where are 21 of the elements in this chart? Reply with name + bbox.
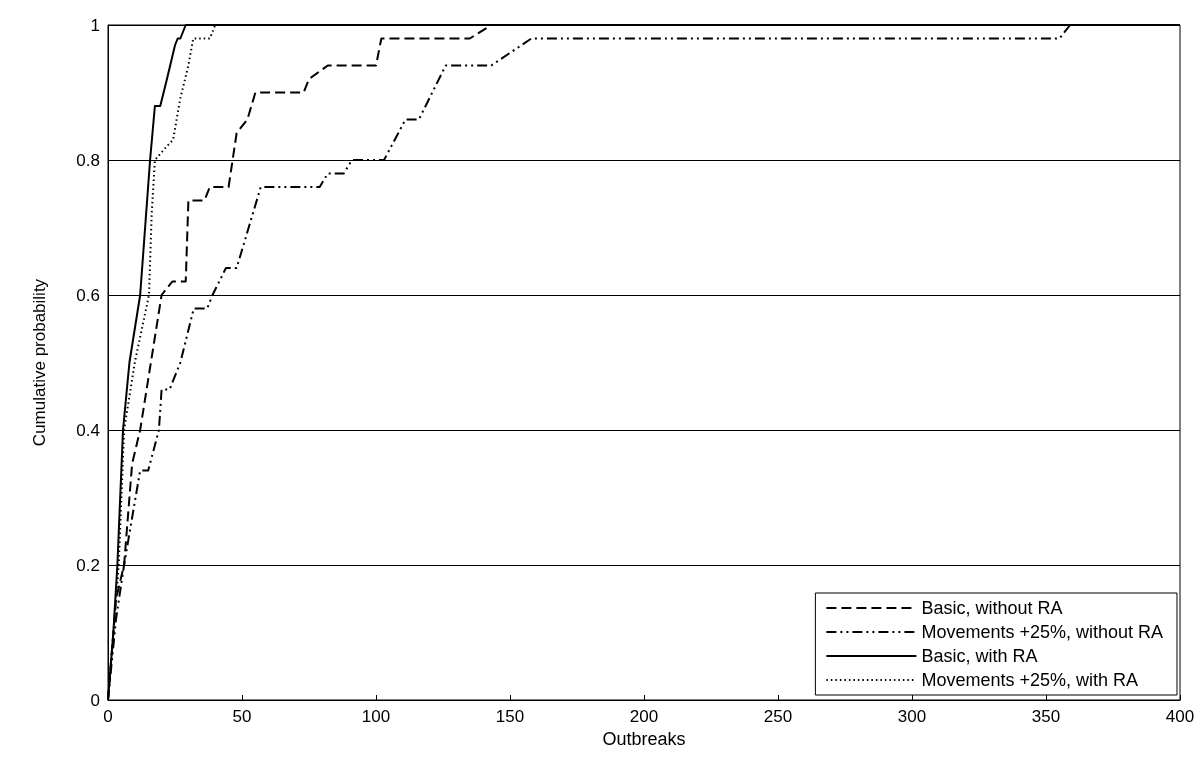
legend-label: Movements +25%, with RA [921,670,1138,690]
x-tick-label: 200 [629,707,659,726]
x-axis-title: Outbreaks [602,729,686,749]
legend-label: Basic, without RA [921,598,1063,618]
y-tick-label: 1 [90,15,100,35]
y-tick-label: 0.8 [76,150,100,170]
x-tick-label: 400 [1165,707,1195,726]
y-tick-label: 0 [90,690,100,710]
legend-label: Basic, with RA [921,646,1038,666]
x-tick-label: 100 [361,707,391,726]
x-tick-label: 300 [897,707,927,726]
x-tick-label: 250 [763,707,793,726]
x-tick-label: 350 [1031,707,1061,726]
x-tick-label: 0 [103,707,113,726]
x-tick-label: 50 [232,707,252,726]
x-tick-label: 150 [495,707,525,726]
y-tick-label: 0.6 [76,285,100,305]
legend-label: Movements +25%, without RA [921,622,1164,642]
y-tick-label: 0.2 [76,555,100,575]
y-axis-title: Cumulative probability [30,278,49,447]
y-tick-label: 0.4 [76,420,100,440]
